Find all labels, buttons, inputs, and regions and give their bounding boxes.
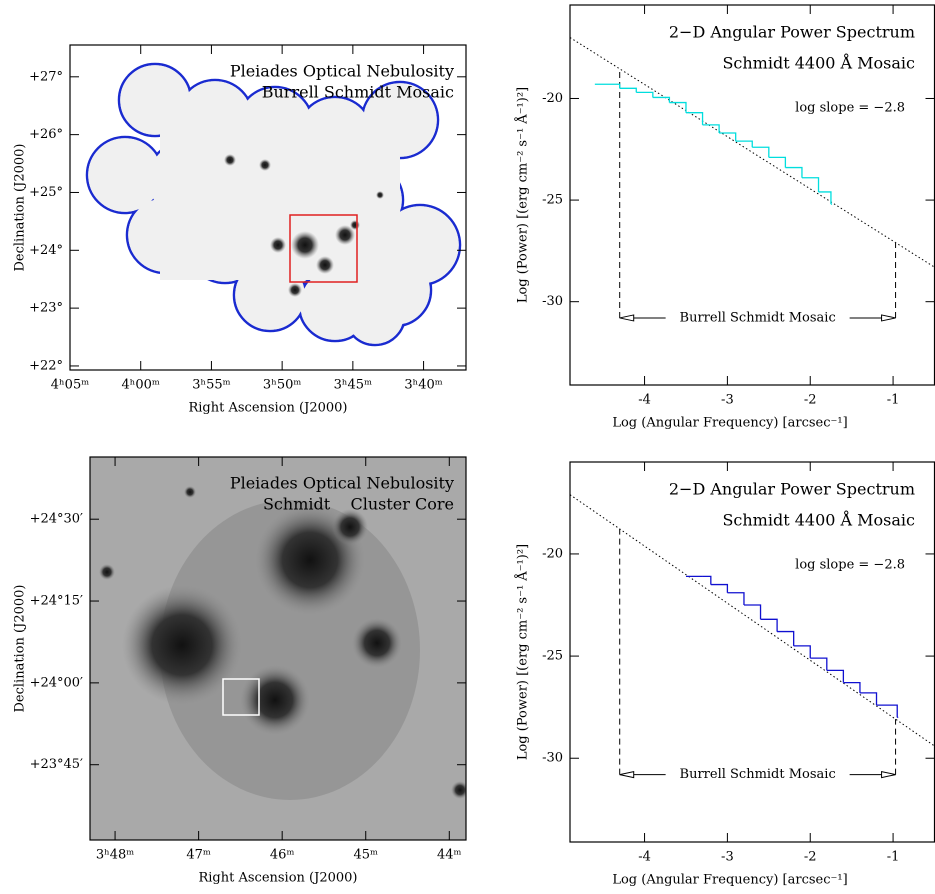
core-image xyxy=(90,457,466,840)
spectrum-step xyxy=(685,112,704,125)
arrow-head xyxy=(619,314,896,322)
fit-line xyxy=(569,494,935,747)
y-tick-label: +23°45′ xyxy=(30,757,83,772)
spectrum-step xyxy=(810,657,828,671)
x-tick-label: -4 xyxy=(638,850,651,865)
x-tick-label: 45ᵐ xyxy=(353,848,378,863)
spectrum-step xyxy=(777,630,795,646)
y-tick-label: +23° xyxy=(29,301,63,316)
y-tick-label: +25° xyxy=(29,185,63,200)
spectrum-step xyxy=(702,124,720,134)
x-tick-label: -1 xyxy=(887,393,900,408)
y-tick-label: -30 xyxy=(542,751,563,766)
annotation: log slope = −2.8 xyxy=(795,101,905,116)
y-tick-label: +24°15′ xyxy=(30,594,83,609)
x-tick-label: 3ʰ45ᵐ xyxy=(334,378,372,393)
y-tick-label: -25 xyxy=(542,649,563,664)
panel-title: 2−D Angular Power Spectrum xyxy=(669,23,915,42)
y-tick-label: +24°30′ xyxy=(30,512,83,527)
x-tick-label: 47ᵐ xyxy=(186,848,211,863)
y-axis-label: Log (Power) [(erg cm⁻² s⁻¹ Å⁻¹)²] xyxy=(515,544,531,760)
spectrum-step xyxy=(594,83,621,89)
x-tick-label: 46ᵐ xyxy=(270,848,295,863)
panel-subtitle: Schmidt 4400 Å Mosaic xyxy=(722,510,915,530)
x-tick-label: -4 xyxy=(638,393,651,408)
y-tick-label: +27° xyxy=(29,69,63,84)
y-axis-label: Declination (J2000) xyxy=(13,144,28,272)
panel-subtitle: Burrell Schmidt Mosaic xyxy=(262,83,454,102)
plot-frame xyxy=(69,44,467,371)
spectrum-step xyxy=(652,96,671,103)
spectrum-step xyxy=(760,618,778,632)
y-tick-label: +24°00′ xyxy=(30,675,83,690)
x-tick-label: -1 xyxy=(887,850,900,865)
spectrum-step xyxy=(719,132,737,142)
y-tick-label: +22° xyxy=(29,358,63,373)
spectrum-step xyxy=(669,101,687,113)
x-tick-label: 3ʰ55ᵐ xyxy=(192,378,230,393)
y-tick-label: -30 xyxy=(542,294,563,309)
spectrum-step xyxy=(818,191,832,205)
spectrum-step xyxy=(826,669,845,683)
spectrum-step xyxy=(743,604,762,620)
spectrum-step xyxy=(768,156,787,168)
mosaic-image xyxy=(85,62,462,347)
x-tick-label: 3ʰ50ᵐ xyxy=(263,378,301,393)
panel-subtitle: Schmidt Cluster Core xyxy=(263,495,454,514)
x-tick-label: 4ʰ00ᵐ xyxy=(122,378,160,393)
y-tick-label: -25 xyxy=(542,193,563,208)
range-label-bg xyxy=(665,308,850,327)
panel-title: 2−D Angular Power Spectrum xyxy=(669,480,915,499)
spectrum-step xyxy=(752,146,770,158)
spectrum-step xyxy=(702,575,712,585)
spectrum-step xyxy=(876,704,898,718)
range-label: Burrell Schmidt Mosaic xyxy=(680,310,836,325)
x-tick-label: 4ʰ05ᵐ xyxy=(51,378,89,393)
y-tick-label: -20 xyxy=(542,546,563,561)
spectrum-step xyxy=(710,583,729,593)
spectrum-step xyxy=(727,592,745,606)
spectrum-step xyxy=(793,645,811,659)
spectrum-step xyxy=(785,166,803,178)
arrow-head xyxy=(619,770,896,779)
panel-subtitle: Schmidt 4400 Å Mosaic xyxy=(722,53,915,73)
x-axis-label: Log (Angular Frequency) [arcsec⁻¹] xyxy=(612,873,847,888)
y-axis-label: Declination (J2000) xyxy=(13,585,28,713)
y-tick-label: -20 xyxy=(542,91,563,106)
panel-title: Pleiades Optical Nebulosity xyxy=(230,62,454,81)
x-tick-label: -3 xyxy=(721,393,734,408)
x-axis-label: Right Ascension (J2000) xyxy=(188,401,347,416)
spectrum-step xyxy=(735,140,753,148)
range-label: Burrell Schmidt Mosaic xyxy=(680,767,836,782)
range-label-bg xyxy=(665,765,850,784)
x-tick-label: -3 xyxy=(721,850,734,865)
spectrum-step xyxy=(619,87,637,93)
x-tick-label: 3ʰ40ᵐ xyxy=(404,378,442,393)
spectrum-step xyxy=(859,692,878,706)
x-tick-label: -2 xyxy=(804,850,817,865)
annotation: log slope = −2.8 xyxy=(795,558,905,573)
y-tick-label: +24° xyxy=(29,243,63,258)
x-axis-label: Log (Angular Frequency) [arcsec⁻¹] xyxy=(612,416,847,431)
spectrum-step xyxy=(843,681,861,693)
panel-title: Pleiades Optical Nebulosity xyxy=(230,474,454,493)
x-tick-label: 44ᵐ xyxy=(437,848,462,863)
spectrum-step xyxy=(636,91,654,98)
y-axis-label: Log (Power) [(erg cm⁻² s⁻¹ Å⁻¹)²] xyxy=(515,87,531,303)
plot-frame xyxy=(89,456,467,841)
y-tick-label: +26° xyxy=(29,127,63,142)
spectrum-step xyxy=(801,177,820,192)
x-tick-label: -2 xyxy=(804,393,817,408)
x-axis-label: Right Ascension (J2000) xyxy=(198,871,357,886)
x-tick-label: 3ʰ48ᵐ xyxy=(96,848,134,863)
